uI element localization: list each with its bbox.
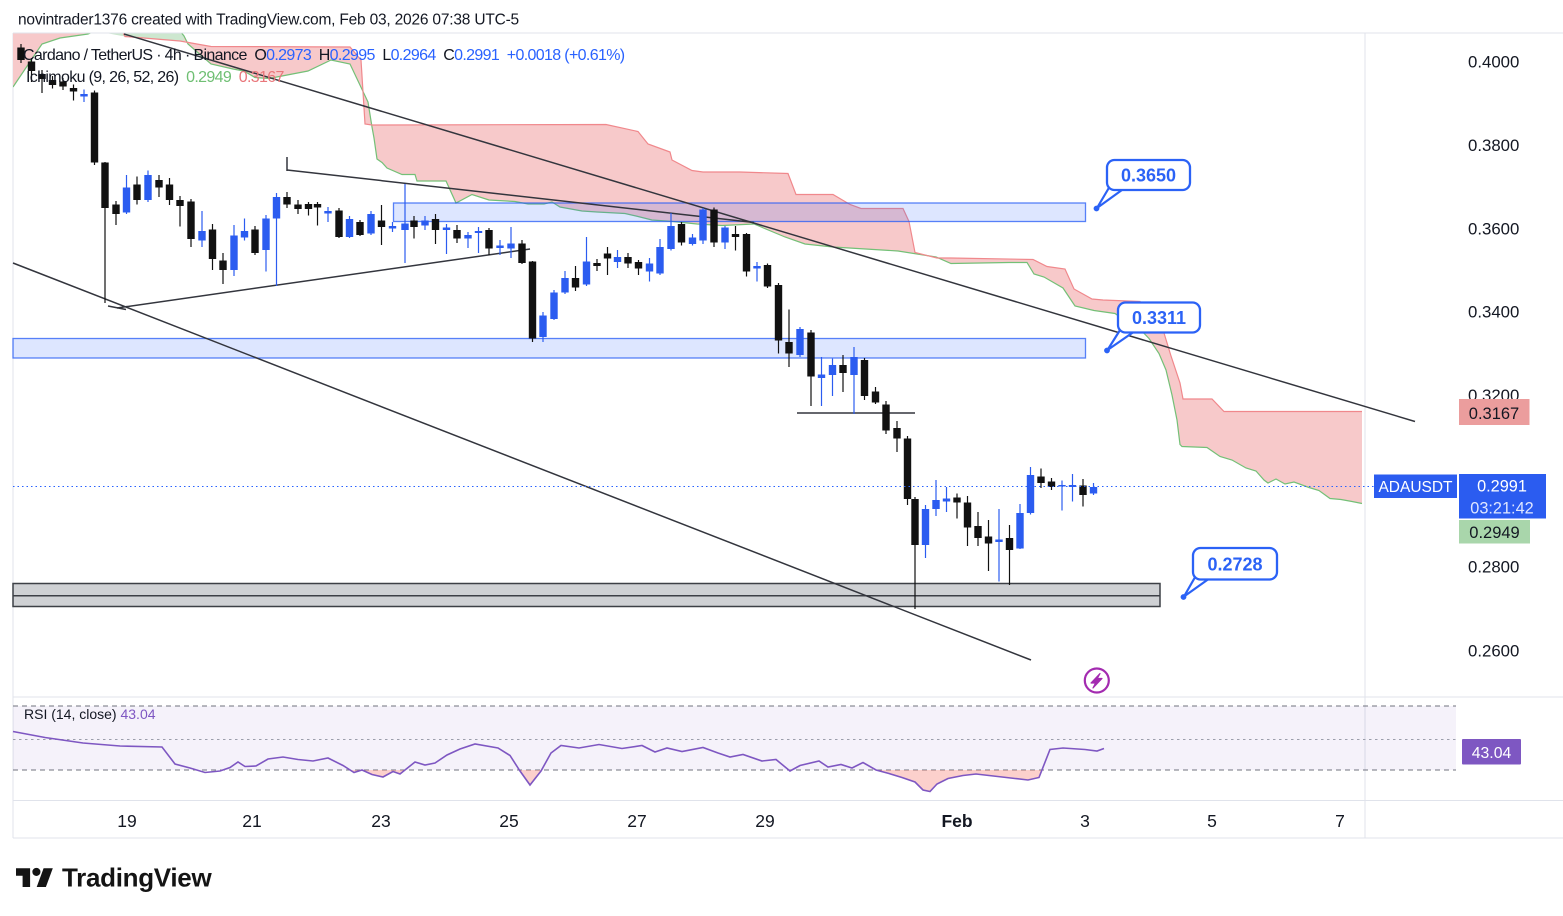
svg-text:0.2728: 0.2728 <box>1207 554 1262 574</box>
svg-text:21: 21 <box>242 811 261 831</box>
svg-text:Ichimoku (9, 26, 52, 26) 0.29: Ichimoku (9, 26, 52, 26) 0.2949 0.3167 <box>26 69 285 86</box>
svg-text:0.3400: 0.3400 <box>1468 303 1519 322</box>
svg-text:27: 27 <box>627 811 646 831</box>
svg-text:19: 19 <box>117 811 136 831</box>
svg-text:TradingView: TradingView <box>62 863 212 893</box>
svg-text:0.3311: 0.3311 <box>1132 308 1186 328</box>
svg-text:0.2800: 0.2800 <box>1468 558 1519 577</box>
svg-text:29: 29 <box>755 811 774 831</box>
svg-text:ADAUSDT: ADAUSDT <box>1378 479 1453 496</box>
svg-text:Feb: Feb <box>941 811 972 831</box>
svg-text:3: 3 <box>1080 811 1090 831</box>
svg-text:0.3800: 0.3800 <box>1468 136 1519 155</box>
svg-text:0.3650: 0.3650 <box>1121 166 1176 186</box>
svg-text:0.2991: 0.2991 <box>1477 478 1527 496</box>
svg-text:25: 25 <box>499 811 518 831</box>
svg-text:Cardano / TetherUS · 4h · Bina: Cardano / TetherUS · 4h · Binance O0.297… <box>23 47 625 64</box>
svg-text:novintrader1376 created with T: novintrader1376 created with TradingView… <box>18 12 519 29</box>
svg-text:0.4000: 0.4000 <box>1468 53 1519 72</box>
svg-text:03:21:42: 03:21:42 <box>1470 500 1533 518</box>
svg-text:0.2600: 0.2600 <box>1468 642 1519 661</box>
svg-text:0.2949: 0.2949 <box>1469 524 1519 542</box>
svg-text:0.3600: 0.3600 <box>1468 220 1519 239</box>
svg-text:23: 23 <box>371 811 390 831</box>
svg-text:43.04: 43.04 <box>1472 745 1512 762</box>
svg-text:5: 5 <box>1207 811 1217 831</box>
svg-text:0.3167: 0.3167 <box>1469 405 1519 423</box>
svg-text:RSI (14, close) 43.04: RSI (14, close) 43.04 <box>24 706 156 722</box>
svg-text:7: 7 <box>1335 811 1345 831</box>
